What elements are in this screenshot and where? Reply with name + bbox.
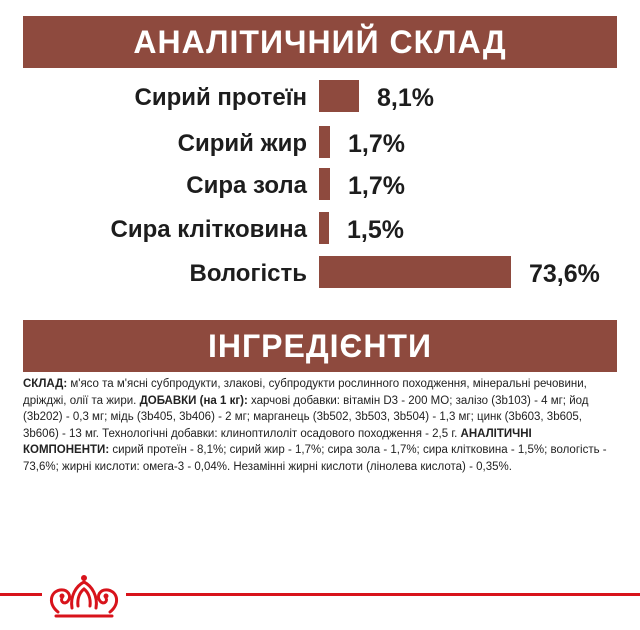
analytics-label: Сирий протеїн — [134, 84, 308, 111]
analytics-row-fiber: Сира клітковина 1,5% — [0, 212, 640, 248]
analytic-components-body: сирий протеїн - 8,1%; сирий жир - 1,7%; … — [23, 444, 607, 473]
analytics-bar — [319, 126, 330, 158]
analytics-value: 1,7% — [348, 130, 405, 158]
analytics-value: 8,1% — [377, 84, 434, 112]
analytics-value: 73,6% — [529, 260, 600, 288]
analytics-row-fat: Сирий жир 1,7% — [0, 126, 640, 162]
analytics-label: Сира зола — [186, 172, 307, 199]
analytics-label: Сирий жир — [177, 130, 307, 157]
ingredients-header: ІНГРЕДІЄНТИ — [23, 320, 617, 372]
analytics-value: 1,7% — [348, 172, 405, 200]
analytical-composition-header: АНАЛІТИЧНИЙ СКЛАД — [23, 16, 617, 68]
footer-line-left — [0, 593, 42, 596]
analytics-row-moisture: Вологість 73,6% — [0, 256, 640, 292]
analytics-bar — [319, 256, 511, 288]
analytics-row-protein: Сирий протеїн 8,1% — [0, 80, 640, 116]
analytics-bar — [319, 212, 329, 244]
analytics-row-ash: Сира зола 1,7% — [0, 168, 640, 204]
footer-line-right — [126, 593, 640, 596]
additives-body: харчові добавки: вітамін D3 - 200 МО; за… — [23, 394, 589, 440]
additives-label: ДОБАВКИ (на 1 кг): — [139, 394, 248, 407]
analytics-bar — [319, 168, 330, 200]
analytics-bar — [319, 80, 359, 112]
composition-text: СКЛАД: м'ясо та м'ясні субпродукти, злак… — [23, 376, 617, 475]
analytics-label: Вологість — [189, 260, 307, 287]
composition-label: СКЛАД: — [23, 378, 68, 390]
crown-logo-icon — [50, 575, 118, 618]
analytic-components-label: АНАЛІТИЧНІ КОМПОНЕНТИ: — [23, 427, 532, 457]
analytics-value: 1,5% — [347, 216, 404, 244]
analytics-label: Сира клітковина — [110, 216, 307, 243]
composition-body: м'ясо та м'ясні субпродукти, злакові, су… — [23, 378, 587, 407]
